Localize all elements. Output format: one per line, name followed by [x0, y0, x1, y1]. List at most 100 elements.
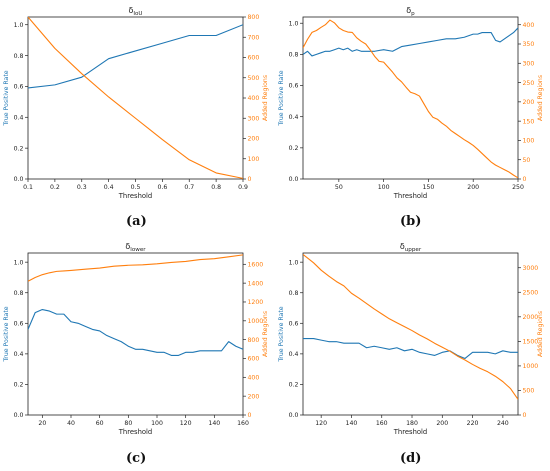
- y-left-tick-label: 0.0: [289, 176, 299, 183]
- y-left-tick-label: 1.0: [289, 259, 299, 266]
- y-right-tick-label: 800: [248, 337, 260, 344]
- x-tick-label: 0.2: [50, 184, 60, 191]
- y-right-tick-label: 350: [523, 41, 535, 48]
- y-left-tick-label: 0.4: [289, 351, 299, 358]
- x-tick-label: 150: [423, 184, 435, 191]
- y-left-tick-label: 0.2: [289, 145, 299, 152]
- x-tick-label: 200: [467, 184, 479, 191]
- x-tick-label: 100: [378, 184, 390, 191]
- x-tick-label: 180: [406, 420, 418, 427]
- x-tick-label: 0.4: [104, 184, 114, 191]
- plot-frame: [27, 16, 244, 180]
- y-left-tick-label: 0.0: [289, 412, 299, 419]
- y-right-axis-label: Added Regions: [537, 311, 544, 357]
- caption-b: (b): [400, 214, 422, 229]
- chart-title: δupper: [400, 242, 422, 253]
- y-left-tick-label: 1.0: [289, 20, 299, 27]
- series-line-true-positive-rate: [303, 338, 518, 359]
- series-line-added-regions: [28, 254, 243, 282]
- chart-panel-b: δp 50 100 150 200 250 0.0 0.2 0.4 0.6 0.8 1.0 0 50 100…: [278, 6, 544, 200]
- x-tick-label: 160: [376, 420, 388, 427]
- y-right-tick-label: 700: [248, 34, 260, 41]
- y-right-tick-label: 800: [248, 14, 260, 21]
- y-right-tick-label: 1000: [523, 363, 539, 370]
- y-left-tick-label: 0.6: [14, 321, 24, 328]
- series-line-true-positive-rate: [28, 309, 243, 356]
- y-left-tick-label: 0.4: [14, 351, 24, 358]
- y-right-tick-label: 0: [523, 412, 527, 419]
- x-tick-label: 0.9: [238, 184, 248, 191]
- y-right-tick-label: 400: [248, 95, 260, 102]
- plot-frame: [302, 16, 519, 180]
- x-tick-label: 120: [180, 420, 192, 427]
- y-right-tick-label: 1500: [523, 339, 539, 346]
- y-right-tick-label: 150: [523, 118, 535, 125]
- y-right-tick-label: 1200: [248, 299, 264, 306]
- x-tick-label: 120: [315, 420, 327, 427]
- y-right-tick-label: 200: [523, 99, 535, 106]
- x-tick-label: 20: [38, 420, 46, 427]
- x-tick-label: 140: [346, 420, 358, 427]
- x-tick-label: 240: [497, 420, 509, 427]
- series-line-added-regions: [303, 254, 518, 400]
- y-right-tick-label: 500: [248, 75, 260, 82]
- y-right-axis-label: Added Regions: [262, 311, 269, 357]
- y-right-tick-label: 600: [248, 55, 260, 62]
- y-left-tick-label: 0.0: [14, 176, 24, 183]
- y-right-tick-label: 1000: [248, 318, 264, 325]
- y-left-tick-label: 0.8: [289, 52, 299, 59]
- series-line-added-regions: [303, 19, 518, 179]
- caption-d: (d): [400, 451, 422, 466]
- y-left-axis-label: True Positive Rate: [278, 70, 285, 126]
- y-right-tick-label: 600: [248, 356, 260, 363]
- chart-title: δp: [406, 6, 415, 17]
- x-axis-label: Threshold: [118, 192, 153, 200]
- y-right-tick-label: 0: [523, 176, 527, 183]
- y-left-tick-label: 0.8: [14, 290, 24, 297]
- y-left-tick-label: 1.0: [14, 259, 24, 266]
- y-right-tick-label: 400: [523, 22, 535, 29]
- x-tick-label: 60: [96, 420, 104, 427]
- y-right-tick-label: 300: [248, 115, 260, 122]
- plot-frame: [27, 252, 244, 416]
- x-tick-label: 80: [124, 420, 132, 427]
- y-right-tick-label: 2500: [523, 289, 539, 296]
- chart-panel-d: δupper 120 140 160 180 200 220 240 0.0 0.2 0.4 0.6 0…: [278, 242, 544, 436]
- x-tick-label: 50: [335, 184, 343, 191]
- y-right-tick-label: 2000: [523, 314, 539, 321]
- chart-panel-a: δIoU 0.1 0.2 0.3 0.4 0.5 0.6 0.7 0.8 0.9 0.0 0.2 0.4…: [3, 6, 269, 200]
- y-right-tick-label: 250: [523, 80, 535, 87]
- y-right-tick-label: 1600: [248, 262, 264, 269]
- x-tick-label: 140: [208, 420, 220, 427]
- x-tick-label: 40: [67, 420, 75, 427]
- y-left-axis-label: True Positive Rate: [278, 306, 285, 362]
- y-right-tick-label: 400: [248, 375, 260, 382]
- y-left-tick-label: 0.0: [14, 412, 24, 419]
- y-right-tick-label: 1400: [248, 280, 264, 287]
- x-tick-label: 250: [512, 184, 524, 191]
- y-right-tick-label: 50: [523, 157, 531, 164]
- y-right-tick-label: 100: [248, 156, 260, 163]
- y-left-axis-label: True Positive Rate: [3, 70, 10, 126]
- y-left-tick-label: 0.2: [14, 145, 24, 152]
- y-right-axis-label: Added Regions: [262, 75, 269, 121]
- x-tick-label: 0.3: [77, 184, 87, 191]
- x-tick-label: 0.7: [184, 184, 194, 191]
- y-right-axis-label: Added Regions: [537, 75, 544, 121]
- y-left-tick-label: 0.2: [289, 382, 299, 389]
- y-left-tick-label: 1.0: [14, 22, 24, 29]
- y-left-tick-label: 0.4: [14, 114, 24, 121]
- y-right-tick-label: 500: [523, 388, 535, 395]
- x-axis-label: Threshold: [118, 428, 153, 436]
- y-right-tick-label: 200: [248, 136, 260, 143]
- x-tick-label: 0.1: [23, 184, 33, 191]
- y-left-tick-label: 0.6: [289, 321, 299, 328]
- x-tick-label: 160: [237, 420, 249, 427]
- y-left-tick-label: 0.6: [14, 84, 24, 91]
- y-left-tick-label: 0.2: [14, 382, 24, 389]
- x-tick-label: 220: [467, 420, 479, 427]
- y-left-tick-label: 0.8: [14, 53, 24, 60]
- x-tick-label: 0.6: [157, 184, 167, 191]
- y-right-tick-label: 0: [248, 176, 252, 183]
